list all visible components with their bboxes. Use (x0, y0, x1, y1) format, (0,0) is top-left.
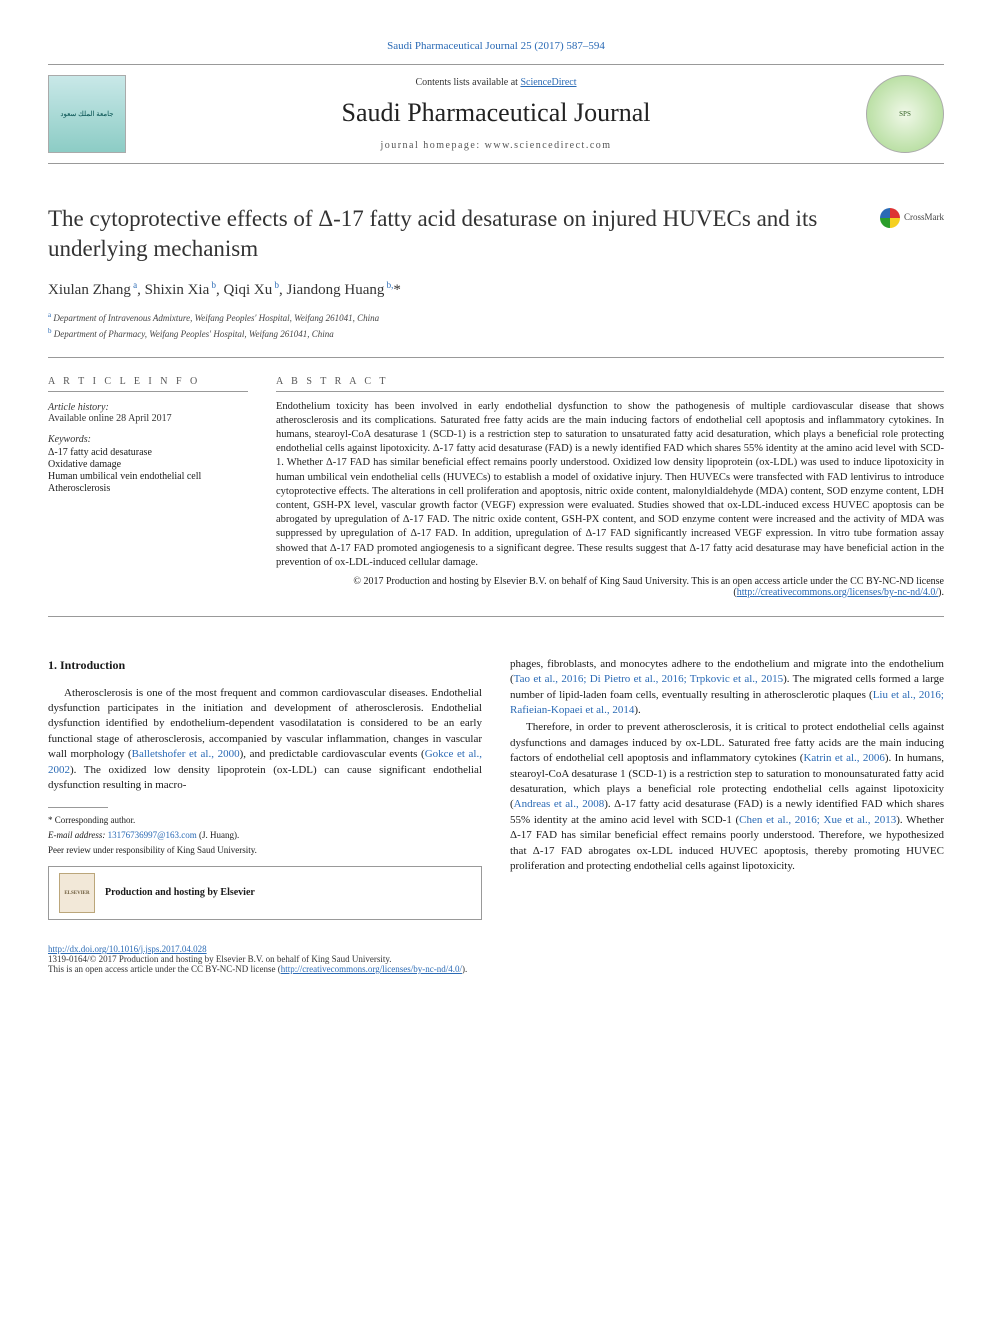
crossmark-label: CrossMark (904, 212, 944, 224)
citation-link[interactable]: Katrin et al., 2006 (803, 752, 884, 764)
license-link[interactable]: http://creativecommons.org/licenses/by-n… (281, 964, 462, 974)
peer-review-note: Peer review under responsibility of King… (48, 844, 482, 857)
text-run: ). (462, 964, 467, 974)
email-link[interactable]: 13176736997@163.com (108, 830, 197, 840)
body-col-left: 1. Introduction Atherosclerosis is one o… (48, 657, 482, 920)
crossmark-badge[interactable]: CrossMark (880, 208, 944, 228)
crossmark-icon (880, 208, 900, 228)
article-title: The cytoprotective effects of Δ-17 fatty… (48, 204, 944, 264)
intro-paragraph-2: Therefore, in order to prevent atheroscl… (510, 720, 944, 874)
citation-link[interactable]: Andreas et al., 2008 (514, 798, 605, 810)
elsevier-logo: ELSEVIER (59, 873, 95, 913)
keywords-label: Keywords: (48, 434, 248, 445)
text-run: ). The oxidized low density lipoprotein … (48, 764, 482, 791)
footnote-separator (48, 807, 108, 808)
history-label: Article history: (48, 402, 248, 413)
body-columns: 1. Introduction Atherosclerosis is one o… (48, 657, 944, 920)
divider (48, 357, 944, 358)
doi-link[interactable]: http://dx.doi.org/10.1016/j.jsps.2017.04… (48, 944, 207, 954)
contents-line: Contents lists available at ScienceDirec… (142, 77, 850, 88)
journal-center: Contents lists available at ScienceDirec… (142, 77, 850, 151)
divider (48, 616, 944, 617)
abstract-text: Endothelium toxicity has been involved i… (276, 400, 944, 570)
page-footer: http://dx.doi.org/10.1016/j.jsps.2017.04… (48, 944, 944, 974)
keyword-item: Δ-17 fatty acid desaturase (48, 447, 248, 458)
license-line: This is an open access article under the… (48, 964, 944, 974)
text-run: ), and predictable cardiovascular events… (240, 748, 425, 760)
article-info-column: A R T I C L E I N F O Article history: A… (48, 376, 248, 598)
top-citation[interactable]: Saudi Pharmaceutical Journal 25 (2017) 5… (48, 40, 944, 52)
text-run: ). (634, 704, 640, 716)
title-text: The cytoprotective effects of Δ-17 fatty… (48, 206, 817, 261)
abstract-heading: A B S T R A C T (276, 376, 944, 392)
section-heading-intro: 1. Introduction (48, 657, 482, 674)
keywords-list: Δ-17 fatty acid desaturaseOxidative dama… (48, 447, 248, 494)
text-run: This is an open access article under the… (48, 964, 281, 974)
authors-line: Xiulan Zhang a, Shixin Xia b, Qiqi Xu b,… (48, 280, 944, 299)
sciencedirect-link[interactable]: ScienceDirect (520, 77, 576, 88)
journal-name: Saudi Pharmaceutical Journal (142, 98, 850, 128)
issn-line: 1319-0164/© 2017 Production and hosting … (48, 954, 944, 964)
citation-link[interactable]: Chen et al., 2016; Xue et al., 2013 (739, 814, 896, 826)
email-label: E-mail address: (48, 830, 108, 840)
copyright-close: ). (938, 587, 944, 598)
history-text: Available online 28 April 2017 (48, 413, 248, 424)
hosting-box: ELSEVIER Production and hosting by Elsev… (48, 866, 482, 920)
keyword-item: Atherosclerosis (48, 483, 248, 494)
keyword-item: Human umbilical vein endothelial cell (48, 471, 248, 482)
email-line: E-mail address: 13176736997@163.com (J. … (48, 829, 482, 842)
abstract-copyright: © 2017 Production and hosting by Elsevie… (276, 576, 944, 598)
contents-prefix: Contents lists available at (415, 77, 520, 88)
affiliation: a Department of Intravenous Admixture, W… (48, 311, 944, 323)
intro-paragraph-1-cont: phages, fibroblasts, and monocytes adher… (510, 657, 944, 719)
email-suffix: (J. Huang). (197, 830, 240, 840)
journal-header: جامعة الملك سعود Contents lists availabl… (48, 64, 944, 164)
license-link[interactable]: http://creativecommons.org/licenses/by-n… (737, 587, 938, 598)
body-col-right: phages, fibroblasts, and monocytes adher… (510, 657, 944, 920)
citation-link[interactable]: Tao et al., 2016; Di Pietro et al., 2016… (514, 673, 783, 685)
publisher-logo-left: جامعة الملك سعود (48, 75, 126, 153)
society-logo-right: SPS (866, 75, 944, 153)
citation-link[interactable]: Balletshofer et al., 2000 (132, 748, 240, 760)
journal-homepage[interactable]: journal homepage: www.sciencedirect.com (142, 140, 850, 151)
corresponding-author: * Corresponding author. (48, 814, 482, 827)
intro-paragraph-1: Atherosclerosis is one of the most frequ… (48, 686, 482, 794)
keyword-item: Oxidative damage (48, 459, 248, 470)
article-info-heading: A R T I C L E I N F O (48, 376, 248, 392)
abstract-column: A B S T R A C T Endothelium toxicity has… (276, 376, 944, 598)
affiliation: b Department of Pharmacy, Weifang People… (48, 327, 944, 339)
hosting-text: Production and hosting by Elsevier (105, 886, 255, 900)
